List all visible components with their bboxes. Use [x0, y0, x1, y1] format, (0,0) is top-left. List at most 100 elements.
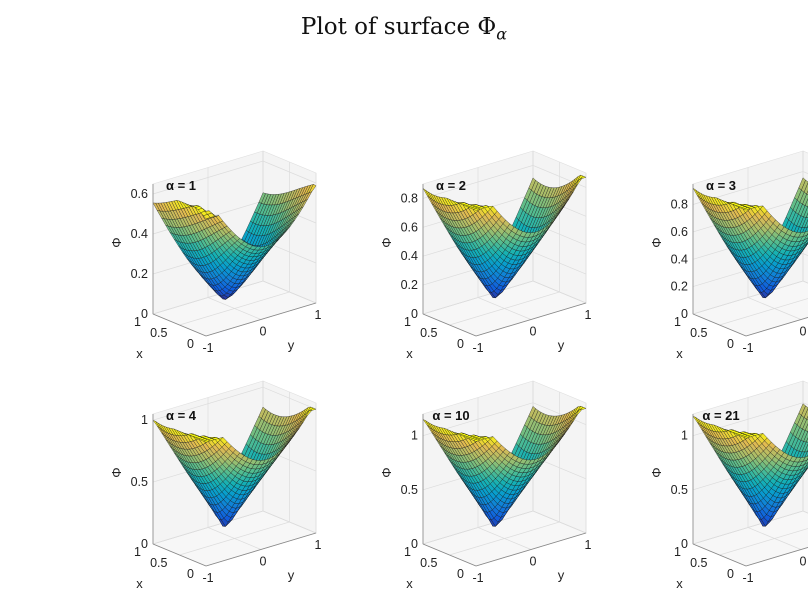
x-axis-label: x — [136, 576, 143, 591]
x-tick-label: 1 — [134, 315, 141, 329]
surface-patch — [472, 207, 481, 211]
z-tick-label: 0.5 — [671, 483, 688, 497]
z-tick-label: 0.5 — [131, 475, 148, 489]
z-tick-label: 0.6 — [131, 187, 148, 201]
x-tick-label: 0 — [457, 567, 464, 581]
z-tick-label: 1 — [141, 413, 148, 427]
z-tick-label: 0 — [141, 537, 148, 551]
figure-title-subscript: α — [496, 24, 508, 44]
z-tick-label: 0.6 — [671, 225, 688, 239]
y-tick-label: 1 — [585, 308, 592, 322]
y-tick-label: -1 — [472, 341, 483, 355]
grid-line-x — [719, 298, 808, 326]
z-tick-label: 0.4 — [131, 227, 148, 241]
z-tick-label: 1 — [411, 429, 418, 443]
x-tick-label: 0 — [457, 337, 464, 351]
y-tick-label: -1 — [472, 571, 483, 585]
surface-patch — [472, 438, 481, 442]
z-tick-label: 0 — [681, 307, 688, 321]
z-tick-label: 0 — [411, 537, 418, 551]
x-axis-label: x — [406, 576, 413, 591]
axis-line-y — [745, 546, 808, 567]
subplot-title: α = 10 — [432, 408, 469, 423]
subplot-title: α = 2 — [436, 178, 466, 193]
axis-line-y — [475, 532, 587, 567]
surface-mesh — [422, 174, 587, 299]
z-tick-label: 0.2 — [131, 267, 148, 281]
x-tick-label: 0.5 — [690, 326, 707, 340]
x-tick-label: 1 — [674, 545, 681, 559]
y-tick-label: 1 — [315, 308, 322, 322]
axis-line-y — [745, 316, 808, 337]
x-axis-label: x — [676, 576, 683, 591]
z-tick-label: 0.5 — [401, 483, 418, 497]
surface-patch — [742, 207, 751, 211]
z-tick-label: 0.4 — [401, 249, 418, 263]
x-tick-label: 0 — [187, 337, 194, 351]
z-axis-label: Φ — [649, 237, 664, 247]
y-tick-label: 1 — [585, 538, 592, 552]
axis-line-x — [692, 543, 747, 567]
x-tick-label: 1 — [674, 315, 681, 329]
x-tick-label: 1 — [404, 545, 411, 559]
y-tick-label: -1 — [202, 571, 213, 585]
y-tick-label: -1 — [742, 571, 753, 585]
subplot-title: α = 21 — [702, 408, 739, 423]
grid-line-x — [719, 528, 808, 556]
x-tick-label: 0 — [187, 567, 194, 581]
z-tick-label: 0.6 — [401, 220, 418, 234]
z-axis-label: Φ — [649, 467, 664, 477]
figure-title-text: Plot of surface Φ — [300, 14, 497, 40]
x-tick-label: 0 — [727, 337, 734, 351]
surface-mesh — [692, 403, 808, 527]
x-tick-label: 0.5 — [150, 556, 167, 570]
axis-line-x — [422, 543, 477, 567]
x-axis-label: x — [136, 346, 143, 361]
axis-line-x — [692, 313, 747, 337]
x-axis-label: x — [676, 346, 683, 361]
surface-mesh — [152, 183, 317, 300]
y-tick-label: 0 — [530, 325, 537, 339]
z-axis-label: Φ — [379, 467, 394, 477]
surface-mesh — [152, 406, 317, 527]
x-tick-label: 0.5 — [150, 326, 167, 340]
z-tick-label: 0.2 — [401, 278, 418, 292]
surface-patch — [742, 435, 751, 439]
x-tick-label: 1 — [134, 545, 141, 559]
axis-line-x — [152, 543, 207, 567]
x-tick-label: 0.5 — [420, 556, 437, 570]
z-tick-label: 0.2 — [671, 280, 688, 294]
subplot-title: α = 4 — [166, 408, 197, 423]
figure-title: Plot of surface Φα — [0, 14, 808, 44]
y-tick-label: 0 — [260, 325, 267, 339]
x-tick-label: 1 — [404, 315, 411, 329]
y-tick-label: 0 — [260, 555, 267, 569]
axis-line-x — [422, 313, 477, 337]
axis-line-y — [475, 302, 587, 337]
z-tick-label: 0 — [411, 307, 418, 321]
y-axis-label: y — [558, 338, 565, 353]
x-tick-label: 0 — [727, 567, 734, 581]
z-axis-label: Φ — [109, 467, 124, 477]
z-tick-label: 0.4 — [671, 252, 688, 266]
y-tick-label: -1 — [742, 341, 753, 355]
y-tick-label: 0 — [530, 555, 537, 569]
y-axis-label: y — [288, 338, 295, 353]
surface-patch — [202, 214, 211, 220]
surface-patch — [202, 439, 211, 443]
z-tick-label: 0.8 — [671, 198, 688, 212]
y-tick-label: 0 — [800, 325, 807, 339]
axis-line-y — [205, 302, 317, 337]
z-tick-label: 0 — [681, 537, 688, 551]
subplot-title: α = 3 — [706, 178, 736, 193]
y-tick-label: -1 — [202, 341, 213, 355]
surface-mesh — [692, 177, 808, 299]
z-axis-label: Φ — [379, 237, 394, 247]
surface-mesh — [422, 405, 587, 527]
